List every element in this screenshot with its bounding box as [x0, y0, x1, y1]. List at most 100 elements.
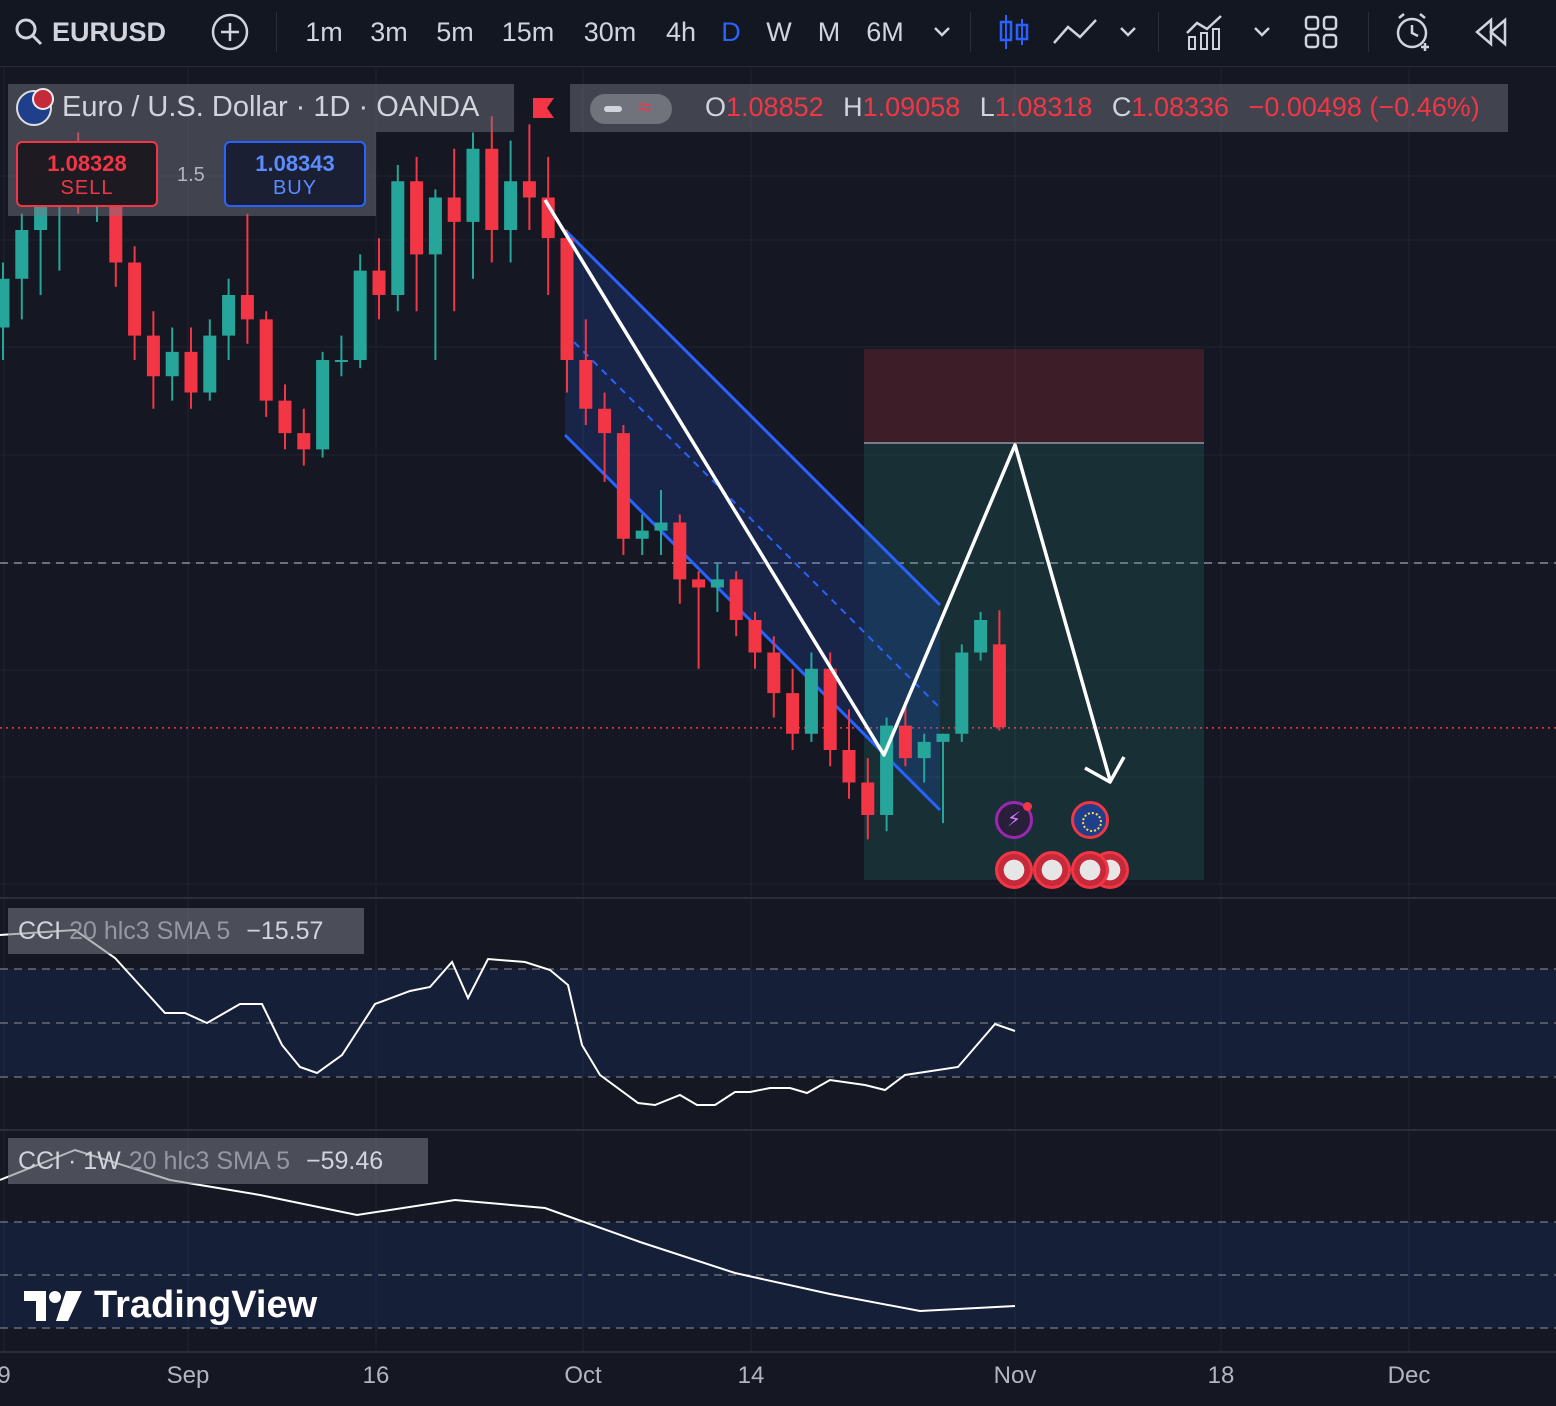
price-chart[interactable]	[0, 66, 1556, 1406]
projection-arrowhead	[1084, 756, 1126, 784]
x-axis-label: 16	[362, 1362, 390, 1389]
candle-body	[767, 652, 781, 694]
market-closed-flag-icon[interactable]	[530, 96, 556, 120]
wave-icon: ≈	[638, 94, 652, 121]
channel-upper-line	[563, 228, 942, 607]
candle-body	[504, 181, 518, 230]
minus-icon	[604, 106, 622, 112]
interval-15m[interactable]: 15m	[501, 16, 555, 47]
replay-button[interactable]	[1470, 0, 1512, 64]
buy-label: BUY	[272, 177, 318, 199]
chart-type-line-button[interactable]	[1050, 0, 1100, 64]
high-label: H	[843, 92, 863, 122]
event-notification-dot	[1023, 802, 1032, 811]
candle-body	[842, 750, 856, 783]
indicators-dropdown[interactable]	[1250, 0, 1274, 64]
candle-body	[560, 238, 574, 360]
cci-weekly-legend[interactable]: CCI · 1W 20 hlc3 SMA 5 −59.46	[8, 1138, 428, 1184]
indicators-icon	[1186, 15, 1222, 50]
interval-1m[interactable]: 1m	[305, 16, 343, 47]
add-symbol-icon	[211, 13, 249, 51]
ohlc-legend-bg	[570, 84, 1508, 132]
event-us-flag-icon[interactable]	[1071, 851, 1109, 889]
candle-body	[823, 668, 837, 750]
event-eu-flag-icon[interactable]	[1071, 801, 1109, 839]
cci-line	[0, 928, 1016, 1107]
symbol-search-button[interactable]: EURUSD	[14, 0, 174, 64]
change-value: −0.00498 (−0.46%)	[1248, 92, 1480, 122]
x-axis-label: 14	[737, 1362, 765, 1389]
symbol-label: EURUSD	[52, 16, 167, 47]
candle-body	[447, 197, 461, 222]
candle-body	[616, 433, 630, 539]
candle-body	[936, 733, 950, 742]
x-axis-label: Dec	[1387, 1362, 1431, 1389]
candle-body	[353, 270, 367, 360]
candle-body	[34, 205, 48, 230]
alert-clock-icon	[1396, 13, 1429, 51]
buy-button[interactable]: 1.08343 BUY	[224, 141, 366, 207]
interval-d[interactable]: D	[721, 16, 741, 47]
chevron-down-icon	[934, 27, 950, 37]
toolbar-divider	[1368, 12, 1369, 52]
projection-path	[543, 199, 1112, 781]
candle-body	[804, 668, 818, 734]
buy-price: 1.08343	[255, 151, 335, 176]
interval-30m[interactable]: 30m	[583, 16, 637, 47]
chart-type-dropdown[interactable]	[1116, 0, 1140, 64]
cci-weekly-name: CCI · 1W	[18, 1146, 121, 1175]
candle-body	[992, 644, 1006, 728]
cci-value: −15.57	[246, 916, 324, 945]
candle-body	[485, 148, 499, 230]
candle-body	[654, 522, 668, 531]
toolbar-divider	[970, 12, 971, 52]
x-axis-label: 18	[1207, 1362, 1235, 1389]
candle-body	[15, 230, 29, 279]
candle-body	[372, 270, 386, 295]
cci-weekly-value: −59.46	[306, 1146, 384, 1175]
indicators-button[interactable]	[1184, 0, 1226, 64]
candle-body	[710, 579, 724, 588]
candle-body	[184, 351, 198, 393]
cci-legend[interactable]: CCI 20 hlc3 SMA 5 −15.57	[8, 908, 364, 954]
candle-body	[522, 181, 536, 198]
interval-4h[interactable]: 4h	[665, 16, 697, 47]
cci-weekly-params: 20 hlc3 SMA 5	[128, 1146, 290, 1175]
sell-price: 1.08328	[47, 151, 127, 176]
line-chart-icon	[1053, 19, 1097, 44]
candle-body	[673, 522, 687, 580]
x-axis-label: Sep	[166, 1362, 210, 1389]
interval-5m[interactable]: 5m	[436, 16, 474, 47]
candle-body	[579, 360, 593, 409]
candle-body	[729, 579, 743, 620]
tradingview-logo[interactable]: TradingView	[22, 1284, 317, 1327]
interval-dropdown[interactable]	[928, 0, 956, 64]
candlestick-series	[0, 116, 1006, 840]
candle-body	[0, 278, 10, 328]
replay-icon	[1475, 17, 1507, 47]
event-us-flag-icon[interactable]	[1033, 851, 1071, 889]
candle-body	[786, 693, 800, 734]
x-axis-label: Nov	[993, 1362, 1037, 1389]
candle-body	[598, 408, 612, 434]
candle-body	[203, 335, 217, 393]
chart-type-candles-button[interactable]	[994, 0, 1034, 64]
candle-body	[391, 181, 405, 295]
close-label: C	[1111, 92, 1132, 122]
sell-button[interactable]: 1.08328 SELL	[16, 141, 158, 207]
layout-button[interactable]	[1300, 0, 1342, 64]
interval-w[interactable]: W	[766, 16, 792, 47]
event-us-flag-icon[interactable]	[995, 851, 1033, 889]
candle-body	[917, 741, 931, 759]
alert-button[interactable]	[1392, 0, 1434, 64]
interval-m[interactable]: M	[817, 16, 841, 47]
visibility-toggle[interactable]: ≈	[590, 94, 672, 124]
symbol-title[interactable]: Euro / U.S. Dollar · 1D · OANDA	[62, 91, 480, 123]
interval-3m[interactable]: 3m	[370, 16, 408, 47]
event-lightning-icon[interactable]: ⚡	[995, 801, 1033, 839]
add-symbol-button[interactable]	[208, 0, 252, 64]
interval-6m[interactable]: 6M	[866, 16, 904, 47]
candle-body	[128, 262, 142, 336]
toolbar-divider	[276, 12, 277, 52]
channel-midline	[564, 332, 941, 709]
